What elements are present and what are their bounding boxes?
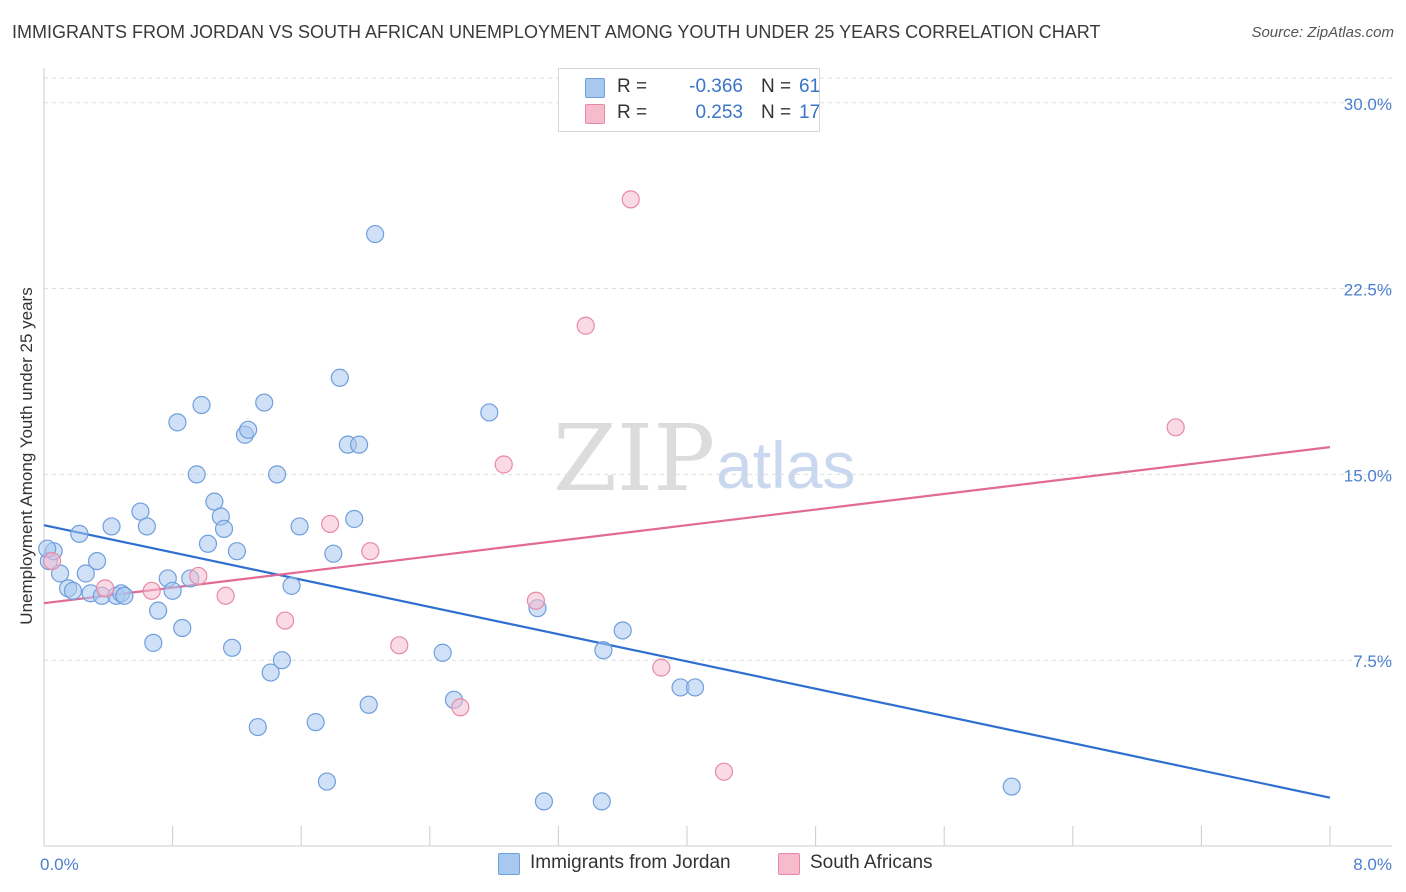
- jordan-point: [1002, 777, 1021, 796]
- jordan-point: [102, 517, 121, 536]
- jordan-point: [168, 413, 187, 432]
- x-tick-label: 8.0%: [1353, 855, 1392, 874]
- legend-n-value: 17: [799, 102, 821, 123]
- watermark-atlas: atlas: [716, 428, 855, 502]
- legend-r-value: 0.253: [695, 102, 743, 123]
- south-african-point: [216, 586, 235, 605]
- y-tick-label: 22.5%: [1344, 281, 1392, 300]
- jordan-point: [272, 651, 292, 670]
- south-african-point: [189, 566, 208, 586]
- y-tick-label: 7.5%: [1353, 652, 1392, 671]
- south-african-point: [321, 514, 340, 534]
- grid-lines: [44, 77, 1392, 661]
- south-african-point: [451, 698, 470, 717]
- jordan-point: [144, 633, 163, 652]
- jordan-point: [227, 542, 246, 561]
- bottom-legend-swatch-blue: [498, 853, 520, 875]
- south-african-trend-line: [43, 446, 1331, 605]
- chart-title: IMMIGRANTS FROM JORDAN VS SOUTH AFRICAN …: [12, 22, 1101, 42]
- jordan-point: [349, 435, 369, 454]
- jordan-point: [63, 581, 83, 600]
- bottom-legend-label: South Africans: [810, 852, 933, 873]
- jordan-point: [198, 534, 218, 553]
- jordan-point: [685, 678, 705, 697]
- data-points: [38, 190, 1185, 811]
- x-tick-label: 0.0%: [40, 855, 79, 874]
- jordan-point: [267, 465, 287, 484]
- legend-swatch-pink: [585, 104, 605, 124]
- jordan-point: [330, 368, 349, 387]
- south-african-point: [95, 579, 115, 598]
- jordan-point: [613, 621, 632, 640]
- jordan-point: [433, 643, 452, 662]
- bottom-legend-swatch-pink: [778, 853, 800, 875]
- jordan-point: [149, 601, 168, 620]
- south-african-point: [361, 542, 380, 561]
- y-tick-label: 15.0%: [1344, 466, 1392, 485]
- jordan-point: [248, 717, 267, 737]
- jordan-point: [359, 695, 378, 714]
- correlation-legend: R = -0.366 N = 61 R = 0.253 N = 17: [558, 68, 820, 132]
- legend-n-label: N =: [761, 102, 792, 123]
- legend-n-label: N =: [761, 76, 792, 97]
- south-african-point: [142, 581, 161, 600]
- jordan-point: [115, 586, 134, 605]
- jordan-point: [366, 224, 385, 244]
- south-african-point: [652, 658, 671, 677]
- jordan-point: [480, 403, 499, 422]
- jordan-point: [306, 713, 325, 732]
- jordan-point: [290, 517, 309, 536]
- south-african-point: [42, 551, 62, 571]
- tick-labels: 7.5% 15.0% 22.5% 30.0% 0.0% 8.0%: [40, 95, 1392, 874]
- jordan-point: [192, 395, 211, 415]
- jordan-point: [592, 792, 611, 811]
- bottom-legend-label: Immigrants from Jordan: [530, 852, 731, 873]
- trend-lines: [43, 446, 1331, 799]
- jordan-trend-line: [43, 524, 1331, 799]
- jordan-point: [345, 509, 364, 529]
- jordan-point: [163, 581, 182, 600]
- south-african-point: [526, 591, 545, 610]
- jordan-point: [534, 792, 554, 811]
- jordan-point: [239, 420, 258, 439]
- jordan-point: [137, 517, 156, 536]
- legend-r-value: -0.366: [689, 76, 743, 97]
- source-label: Source: ZipAtlas.com: [1251, 24, 1394, 41]
- y-tick-label: 30.0%: [1344, 95, 1392, 114]
- watermark: ZIP atlas: [553, 405, 855, 512]
- jordan-point: [87, 551, 107, 571]
- south-african-point: [621, 190, 640, 209]
- south-african-point: [390, 636, 409, 655]
- jordan-point: [261, 663, 280, 682]
- jordan-point: [222, 638, 242, 657]
- legend-n-value: 61: [799, 76, 821, 97]
- jordan-point: [317, 772, 337, 791]
- jordan-point: [173, 618, 192, 638]
- south-african-point: [494, 455, 513, 474]
- axes: [43, 68, 1392, 847]
- jordan-point: [76, 564, 95, 583]
- watermark-zip: ZIP: [553, 405, 715, 512]
- jordan-point: [214, 519, 234, 538]
- jordan-point: [324, 544, 343, 563]
- jordan-point: [255, 393, 274, 412]
- jordan-point: [187, 465, 206, 484]
- jordan-point: [594, 641, 613, 660]
- legend-swatch-blue: [585, 78, 605, 98]
- jordan-point: [70, 524, 89, 543]
- legend-r-label: R =: [617, 76, 648, 97]
- south-african-point: [714, 762, 734, 781]
- jordan-point: [282, 576, 301, 595]
- south-african-point: [276, 611, 295, 630]
- south-african-point: [1166, 418, 1185, 437]
- legend-r-label: R =: [617, 102, 648, 123]
- south-african-point: [576, 316, 595, 335]
